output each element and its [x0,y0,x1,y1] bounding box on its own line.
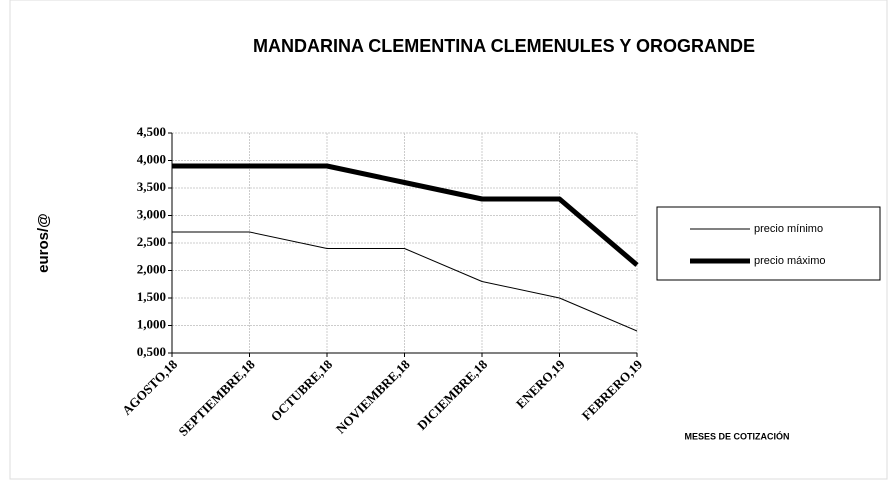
y-tick-label: 1,000 [137,316,166,331]
legend [656,206,881,281]
line-series [172,231,638,332]
y-tick-label: 4,500 [137,124,166,139]
legend-label: precio mínimo [754,223,823,235]
y-tick-label: 0,500 [137,344,166,359]
y-tick-label: 2,000 [137,261,166,276]
x-axis-label: MESES DE COTIZACIÓN [684,430,789,441]
chart-title: MANDARINA CLEMENTINA CLEMENULES Y OROGRA… [253,36,755,56]
y-tick-label: 2,500 [137,234,166,249]
y-tick-label: 3,000 [137,206,166,221]
y-axis-label: euros/@ [35,213,52,273]
y-tick-label: 1,500 [137,289,166,304]
y-tick-label: 3,500 [137,179,166,194]
legend-label: precio máximo [754,255,826,267]
y-tick-label: 4,000 [137,151,166,166]
line-series [172,163,639,267]
